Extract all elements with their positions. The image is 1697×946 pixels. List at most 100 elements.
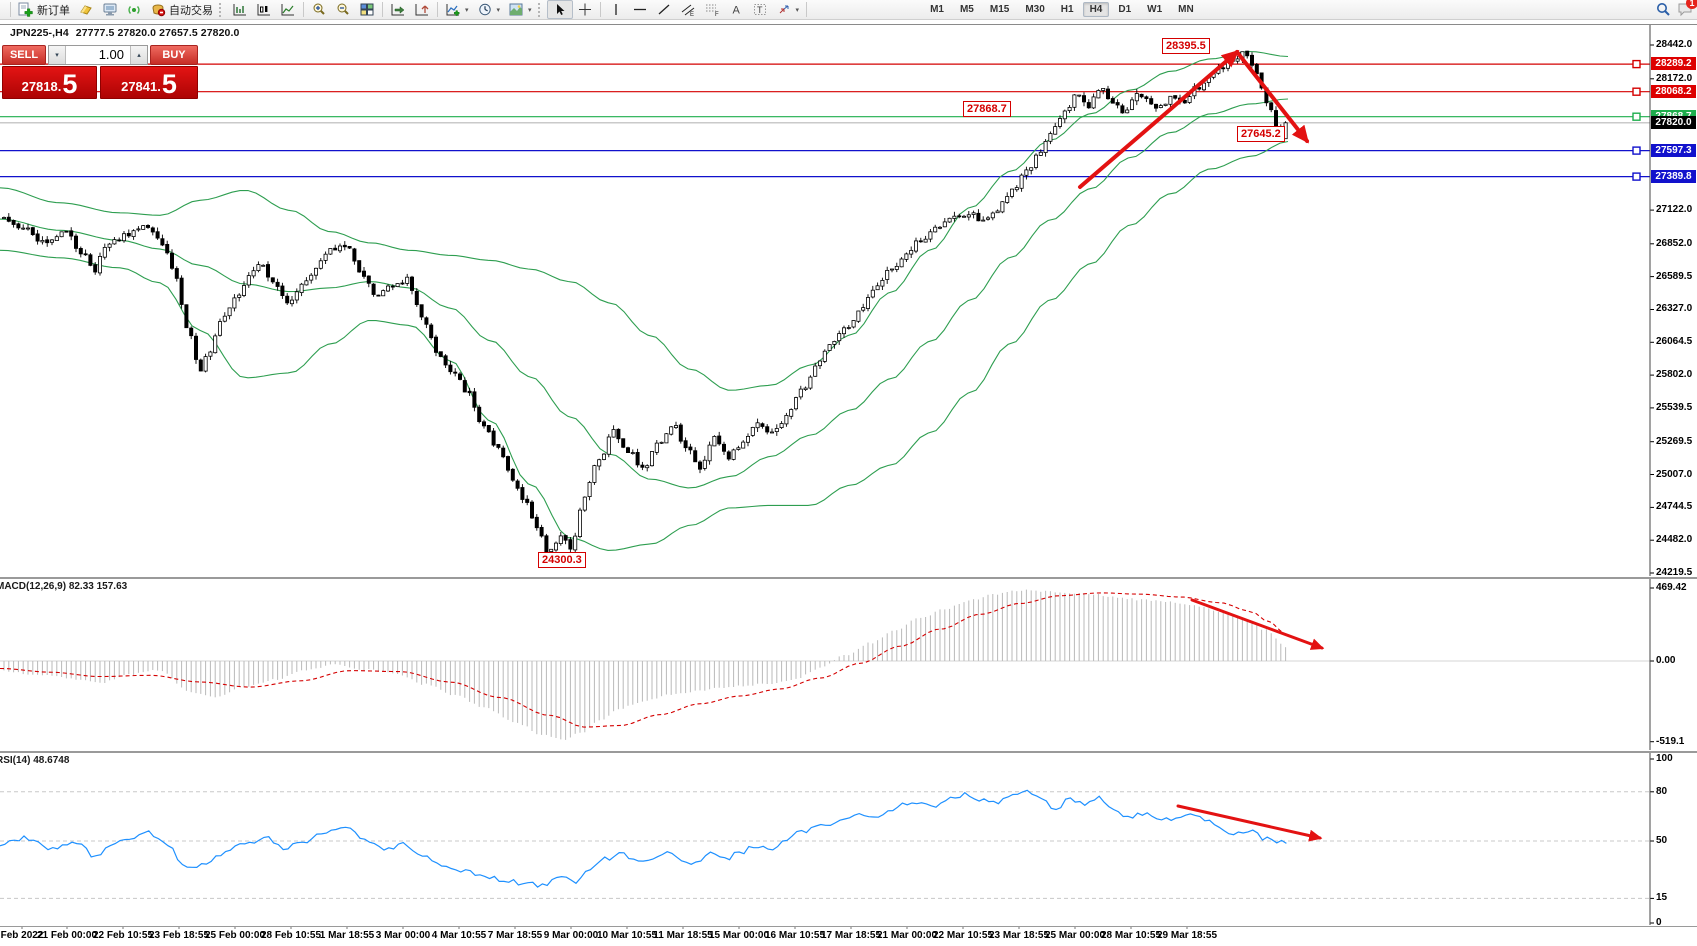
- text-tool-button[interactable]: A: [724, 1, 748, 18]
- candlestick-chart-icon: [256, 2, 272, 17]
- sell-price-big-digit: 5: [62, 69, 78, 99]
- timeframe-button-m15[interactable]: M15: [989, 4, 1010, 15]
- auto-trading-button[interactable]: 自动交易: [146, 1, 217, 19]
- zoom-out-button[interactable]: [331, 1, 355, 18]
- sell-button[interactable]: SELL: [2, 45, 46, 65]
- chart-shift-icon: [414, 2, 430, 17]
- price-annotation[interactable]: 24300.3: [538, 552, 586, 568]
- sell-price-box[interactable]: 27818. 5: [2, 66, 97, 99]
- price-tick-label: 26327.0: [1656, 303, 1693, 315]
- buy-price-box[interactable]: 27841. 5: [100, 66, 198, 99]
- signals-button[interactable]: [122, 1, 146, 18]
- price-tick-label: 25269.5: [1656, 435, 1693, 447]
- auto-trading-icon: [150, 2, 166, 17]
- toolbar-separator: [10, 2, 11, 17]
- templates-button[interactable]: ▾: [504, 1, 536, 18]
- add-indicator-button[interactable]: ▾: [441, 1, 473, 18]
- rsi-name: RSI(14): [0, 755, 31, 766]
- price-line-badge: 28068.2: [1651, 84, 1696, 98]
- terminal-button[interactable]: [98, 1, 122, 18]
- candlestick-chart-button[interactable]: [252, 1, 276, 18]
- line-chart-button[interactable]: [276, 1, 300, 18]
- bar-chart-button[interactable]: [228, 1, 252, 18]
- clock-icon: [477, 2, 493, 17]
- trendline-tool-button[interactable]: [652, 1, 676, 18]
- channel-glyph: E: [690, 12, 694, 17]
- auto-scroll-icon: [390, 2, 406, 17]
- price-tick-label: 24744.5: [1656, 501, 1693, 513]
- price-annotation[interactable]: 28395.5: [1162, 38, 1210, 54]
- rsi-panel-splitter[interactable]: [0, 750, 1697, 753]
- macd-axis-label: 469.42: [1656, 582, 1687, 593]
- time-axis-label: 3 Mar 00:00: [375, 930, 431, 941]
- chevron-down-icon: ▾: [795, 6, 800, 14]
- rsi-axis-label: 0: [1656, 917, 1662, 928]
- chat-badge: 1: [1686, 0, 1697, 9]
- volume-up-button[interactable]: ▴: [130, 46, 147, 64]
- volume-down-button[interactable]: ▾: [49, 46, 66, 64]
- label-tool-button[interactable]: T: [748, 1, 772, 18]
- equidistant-channel-icon: E: [680, 2, 696, 18]
- chart-shift-button[interactable]: [410, 1, 434, 18]
- timeframe-button-w1[interactable]: W1: [1147, 4, 1163, 15]
- auto-scroll-button[interactable]: [386, 1, 410, 18]
- price-annotation[interactable]: 27868.7: [963, 101, 1011, 117]
- time-axis-label: 7 Mar 18:55: [487, 930, 543, 941]
- crosshair-tool-button[interactable]: [573, 1, 597, 18]
- zoom-in-button[interactable]: [307, 1, 331, 18]
- time-axis-label: 25 Feb 00:00: [204, 930, 266, 941]
- search-icon[interactable]: [1655, 1, 1671, 16]
- volume-input[interactable]: 1.00: [98, 47, 124, 62]
- sell-price-point: .: [57, 79, 62, 94]
- time-axis-label: 21 Mar 00:00: [876, 930, 938, 941]
- price-axis-ticks: [1650, 44, 1654, 574]
- time-axis-label: 10 Mar 10:55: [596, 930, 658, 941]
- gold-bar-icon: [78, 2, 94, 17]
- channel-tool-button[interactable]: E: [676, 1, 700, 18]
- price-tick-label: 25007.0: [1656, 468, 1693, 480]
- periods-button[interactable]: ▾: [473, 1, 505, 18]
- toolbar-grip[interactable]: [219, 2, 226, 17]
- rsi-label: RSI(14) 48.6748: [0, 755, 69, 766]
- timeframe-button-h4[interactable]: H4: [1082, 2, 1110, 17]
- timeframe-button-mn[interactable]: MN: [1178, 4, 1194, 15]
- chat-icon[interactable]: 1: [1677, 0, 1697, 17]
- timeframe-button-d1[interactable]: D1: [1118, 4, 1132, 15]
- horizontal-line-tool-button[interactable]: [628, 1, 652, 18]
- new-order-label: 新订单: [37, 4, 70, 17]
- toolbar-grip[interactable]: [537, 2, 545, 17]
- vertical-line-tool-button[interactable]: [604, 1, 628, 18]
- buy-button[interactable]: BUY: [150, 45, 198, 65]
- time-axis-label: Feb 2022: [0, 930, 44, 941]
- tile-windows-icon: [359, 2, 375, 17]
- new-order-button[interactable]: 新订单: [14, 1, 74, 19]
- time-axis-label: 9 Mar 00:00: [543, 930, 599, 941]
- sell-price-main: 27818: [21, 79, 58, 94]
- text-tool-icon: A: [728, 2, 744, 17]
- fibonacci-tool-button[interactable]: F: [700, 1, 724, 18]
- arrows-tool-button[interactable]: ▾: [772, 1, 804, 18]
- toolbar-right-group: 1: [1655, 0, 1697, 17]
- time-axis-label: 15 Mar 00:00: [708, 930, 770, 941]
- timeframe-button-m30[interactable]: M30: [1025, 4, 1045, 15]
- rsi-axis-label: 80: [1656, 785, 1668, 797]
- time-axis-label: 22 Mar 10:55: [932, 930, 994, 941]
- toolbar-separator: [303, 2, 304, 17]
- market-watch-button[interactable]: [74, 1, 98, 18]
- timeframe-button-m1[interactable]: M1: [930, 4, 944, 15]
- horizontal-line-icon: [632, 2, 648, 17]
- price-annotation[interactable]: 27645.2: [1237, 126, 1285, 142]
- rsi-axis-ticks: [1650, 758, 1654, 924]
- tile-windows-button[interactable]: [355, 1, 379, 18]
- time-axis-label: 4 Mar 10:55: [431, 930, 487, 941]
- cursor-tool-button[interactable]: [546, 0, 573, 19]
- arrow-objects-icon: [776, 2, 792, 17]
- macd-axis-label: 0.00: [1656, 655, 1676, 666]
- timeframe-button-h1[interactable]: H1: [1060, 4, 1074, 15]
- add-indicator-icon: [445, 2, 461, 17]
- macd-panel-splitter[interactable]: [0, 576, 1697, 579]
- price-tick-label: 26852.0: [1656, 237, 1693, 249]
- timeframe-button-m5[interactable]: M5: [959, 4, 974, 15]
